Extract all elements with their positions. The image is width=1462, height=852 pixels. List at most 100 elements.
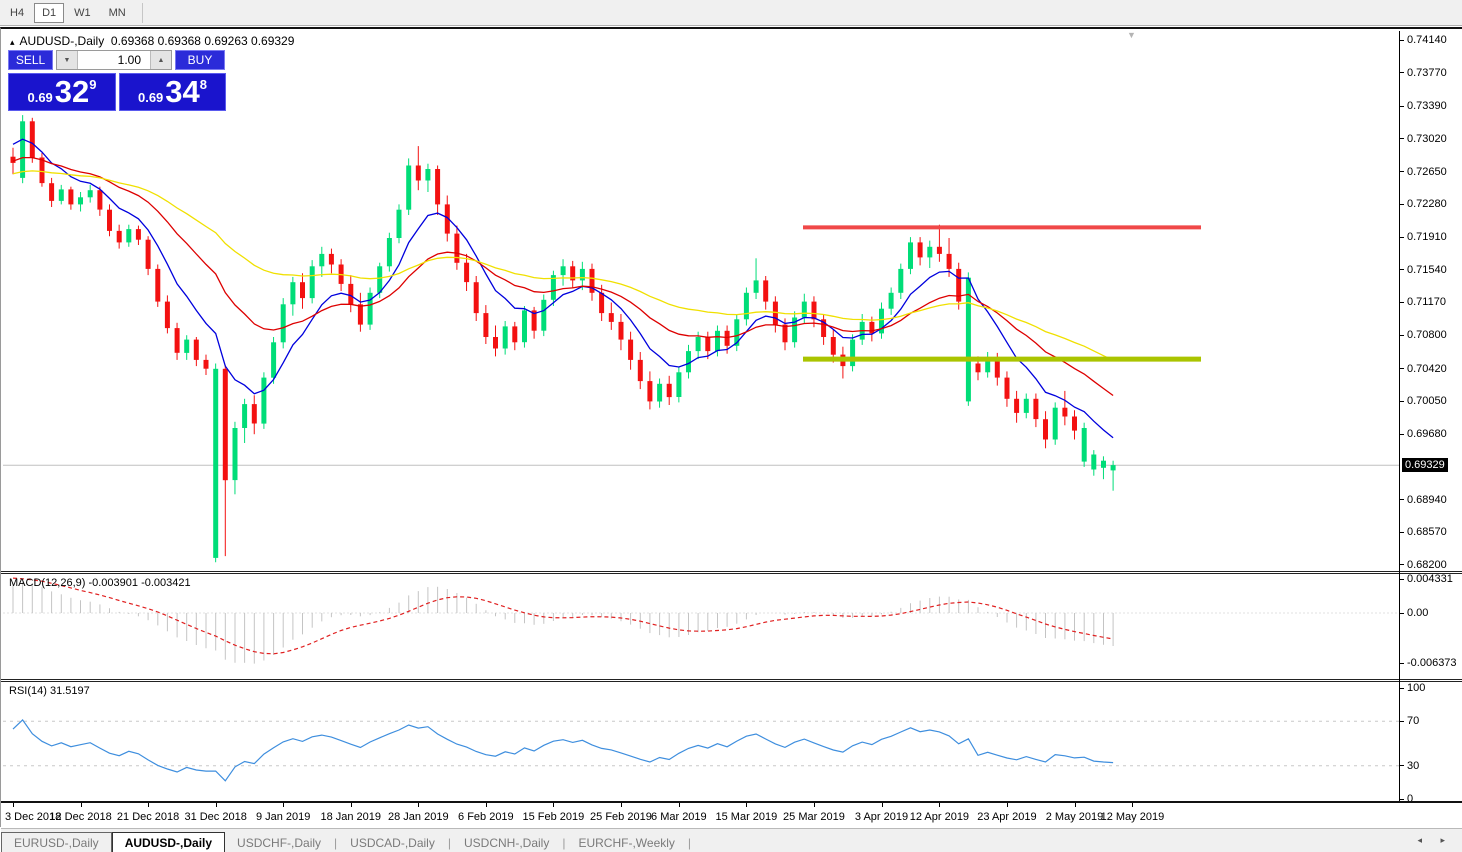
date-axis-label: 6 Mar 2019 bbox=[651, 811, 707, 823]
macd-label: MACD(12,26,9) -0.003901 -0.003421 bbox=[9, 577, 191, 589]
date-tick bbox=[621, 803, 622, 807]
date-axis-label: 18 Jan 2019 bbox=[320, 811, 382, 823]
symbol-tab-usdcnh[interactable]: USDCNH-,Daily bbox=[463, 836, 550, 850]
price-tick bbox=[1400, 434, 1404, 435]
rsi-tick bbox=[1400, 765, 1404, 766]
price-tick bbox=[1400, 171, 1404, 172]
buy-button[interactable]: BUY bbox=[175, 50, 225, 70]
timeframe-button-w1[interactable]: W1 bbox=[74, 6, 91, 19]
price-axis-label: 0.71170 bbox=[1407, 296, 1446, 308]
date-tick bbox=[1075, 803, 1076, 807]
symbol-tab-usdcad[interactable]: USDCAD-,Daily bbox=[350, 836, 435, 850]
chart-shift-marker-icon[interactable]: ▼ bbox=[1127, 30, 1136, 40]
date-axis-label: 31 Dec 2018 bbox=[184, 811, 247, 823]
macd-tick bbox=[1400, 579, 1404, 580]
symbol-tab-usdchf[interactable]: USDCHF-,Daily bbox=[237, 836, 322, 850]
price-tick bbox=[1400, 499, 1404, 500]
rsi-pane[interactable] bbox=[3, 682, 1399, 801]
date-axis-label: 25 Mar 2019 bbox=[783, 811, 845, 823]
sell-price-prefix: 0.69 bbox=[27, 89, 53, 105]
price-axis-label: 0.71910 bbox=[1407, 231, 1447, 243]
chart-window: ▴ AUDUSD-,Daily 0.69368 0.69368 0.69263 0… bbox=[0, 27, 1462, 852]
macd-axis-label: 0.004331 bbox=[1407, 573, 1453, 585]
price-chart[interactable] bbox=[3, 31, 1399, 571]
buy-price-display[interactable]: 0.69 34 8 bbox=[119, 73, 226, 111]
timeframe-button-d1[interactable]: D1 bbox=[34, 2, 65, 23]
price-axis-label: 0.74140 bbox=[1407, 34, 1447, 46]
price-axis-label: 0.70420 bbox=[1407, 363, 1447, 375]
sell-price-display[interactable]: 0.69 32 9 bbox=[8, 73, 116, 111]
price-axis-label: 0.71540 bbox=[1407, 264, 1447, 276]
buy-price-pip: 8 bbox=[199, 77, 208, 92]
rsi-axis-label: 70 bbox=[1407, 715, 1420, 727]
volume-input[interactable] bbox=[78, 51, 150, 69]
current-price-tag: 0.69329 bbox=[1402, 458, 1448, 472]
price-axis-label: 0.73390 bbox=[1407, 100, 1447, 112]
tab-separator: | bbox=[334, 835, 338, 850]
date-axis-label: 21 Dec 2018 bbox=[116, 811, 180, 823]
timeframe-button-h4[interactable]: H4 bbox=[10, 6, 25, 19]
date-tick bbox=[553, 803, 554, 807]
price-tick bbox=[1400, 269, 1404, 270]
rsi-tick bbox=[1400, 688, 1404, 689]
date-tick bbox=[679, 803, 680, 807]
date-axis-label: 3 Apr 2019 bbox=[854, 811, 909, 823]
volume-spinner: ▼ ▲ bbox=[56, 50, 172, 70]
price-axis-label: 0.69680 bbox=[1407, 428, 1447, 440]
date-tick bbox=[81, 803, 82, 807]
price-tick bbox=[1400, 368, 1404, 369]
price-tick bbox=[1400, 237, 1404, 238]
price-tick bbox=[1400, 72, 1404, 73]
triangle-up-icon: ▲ bbox=[157, 56, 165, 64]
price-axis: 0.74140 0.73770 0.73390 0.73020 0.72650 … bbox=[1400, 31, 1462, 571]
rsi-label: RSI(14) 31.5197 bbox=[9, 685, 90, 697]
volume-decrease-button[interactable]: ▼ bbox=[57, 51, 78, 69]
sell-button[interactable]: SELL bbox=[8, 50, 53, 70]
price-tick bbox=[1400, 564, 1404, 565]
date-axis-label: 9 Jan 2019 bbox=[255, 811, 311, 823]
price-tick bbox=[1400, 106, 1404, 107]
rsi-axis-label: 30 bbox=[1407, 760, 1420, 772]
volume-increase-button[interactable]: ▲ bbox=[150, 51, 171, 69]
axis-divider bbox=[1399, 31, 1400, 801]
date-axis-label: 12 Dec 2018 bbox=[49, 811, 112, 823]
symbol-tab-audusd[interactable]: AUDUSD-,Daily bbox=[111, 832, 226, 852]
date-tick bbox=[1132, 803, 1133, 807]
date-tick bbox=[814, 803, 815, 807]
timeframe-button-mn[interactable]: MN bbox=[108, 6, 126, 19]
date-tick bbox=[1007, 803, 1008, 807]
timeframe-toolbar: H4 D1 W1 MN bbox=[0, 0, 1462, 26]
date-axis-label: 3 Dec 2018 bbox=[5, 811, 62, 823]
date-axis-label: 15 Mar 2019 bbox=[715, 811, 778, 823]
date-axis-label: 2 May 2019 bbox=[1045, 811, 1104, 823]
tab-scroll-arrows-icon[interactable]: ◂ ▸ bbox=[1417, 835, 1453, 845]
symbol-tab-eurusd[interactable]: EURUSD-,Daily bbox=[1, 832, 112, 852]
date-tick bbox=[939, 803, 940, 807]
price-axis-label: 0.70050 bbox=[1407, 395, 1447, 407]
date-axis-label: 12 Apr 2019 bbox=[909, 811, 970, 823]
symbol-tab-eurchf[interactable]: EURCHF-,Weekly bbox=[578, 836, 675, 850]
sell-price-pip: 9 bbox=[89, 77, 97, 92]
pane-separator[interactable] bbox=[1, 679, 1462, 682]
rsi-axis-label: 100 bbox=[1407, 682, 1426, 694]
tab-separator: | bbox=[447, 835, 451, 850]
macd-pane[interactable] bbox=[3, 574, 1399, 679]
price-axis-label: 0.72280 bbox=[1407, 198, 1447, 210]
macd-axis-label: -0.006373 bbox=[1407, 657, 1457, 669]
chart-ohlc-values: 0.69368 0.69368 0.69263 0.69329 bbox=[110, 34, 295, 48]
date-tick bbox=[216, 803, 217, 807]
macd-axis: 0.004331 0.00 -0.006373 bbox=[1400, 573, 1462, 679]
price-axis-label: 0.73020 bbox=[1407, 133, 1447, 145]
price-tick bbox=[1400, 335, 1404, 336]
date-axis-label: 25 Feb 2019 bbox=[590, 811, 652, 823]
rsi-axis-label: 0 bbox=[1407, 793, 1414, 805]
pane-separator[interactable] bbox=[1, 571, 1462, 574]
price-axis-label: 0.68200 bbox=[1407, 559, 1447, 571]
date-axis: 3 Dec 2018 12 Dec 2018 21 Dec 2018 31 De… bbox=[1, 801, 1462, 828]
date-tick bbox=[882, 803, 883, 807]
triangle-down-icon: ▼ bbox=[63, 56, 71, 64]
date-axis-label: 23 Apr 2019 bbox=[977, 811, 1037, 823]
date-axis-label: 12 May 2019 bbox=[1100, 811, 1165, 823]
collapse-triangle-icon[interactable]: ▴ bbox=[10, 37, 15, 47]
